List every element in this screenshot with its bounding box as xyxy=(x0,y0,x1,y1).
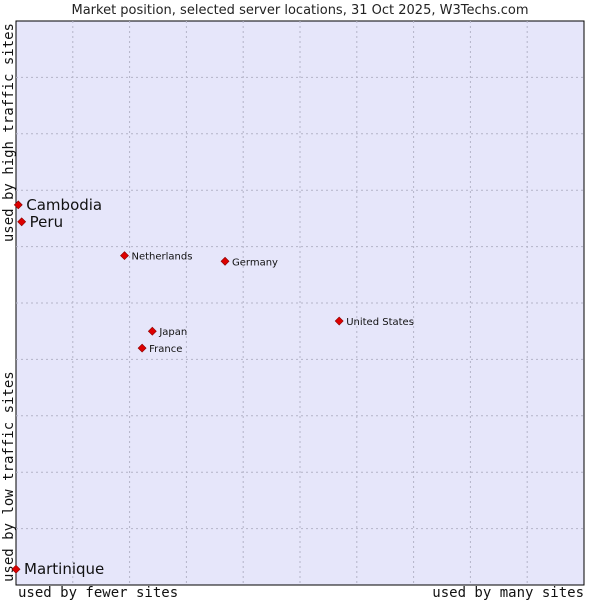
point-marker-united-states xyxy=(334,316,344,326)
point-marker-france xyxy=(137,343,147,353)
point-label-japan: Japan xyxy=(158,327,187,338)
point-marker-cambodia xyxy=(13,200,23,210)
point-marker-peru xyxy=(17,217,27,227)
x-axis-label-low: used by fewer sites xyxy=(18,585,178,600)
point-label-united-states: United States xyxy=(346,317,414,328)
point-label-france: France xyxy=(149,344,182,355)
point-label-peru: Peru xyxy=(30,213,63,231)
x-axis-label-high: used by many sites xyxy=(432,585,584,600)
point-marker-netherlands xyxy=(120,251,129,261)
gridlines xyxy=(16,21,584,585)
point-marker-germany xyxy=(220,256,230,266)
chart-title: Market position, selected server locatio… xyxy=(71,3,528,18)
point-label-cambodia: Cambodia xyxy=(26,196,102,214)
point-label-netherlands: Netherlands xyxy=(131,252,192,263)
point-label-martinique: Martinique xyxy=(24,560,104,578)
y-axis-label-low: used by low traffic sites xyxy=(1,371,17,582)
point-marker-japan xyxy=(147,326,157,336)
point-label-germany: Germany xyxy=(232,257,278,268)
point-marker-martinique xyxy=(11,564,21,574)
y-axis-label-high: used by high traffic sites xyxy=(1,23,17,242)
